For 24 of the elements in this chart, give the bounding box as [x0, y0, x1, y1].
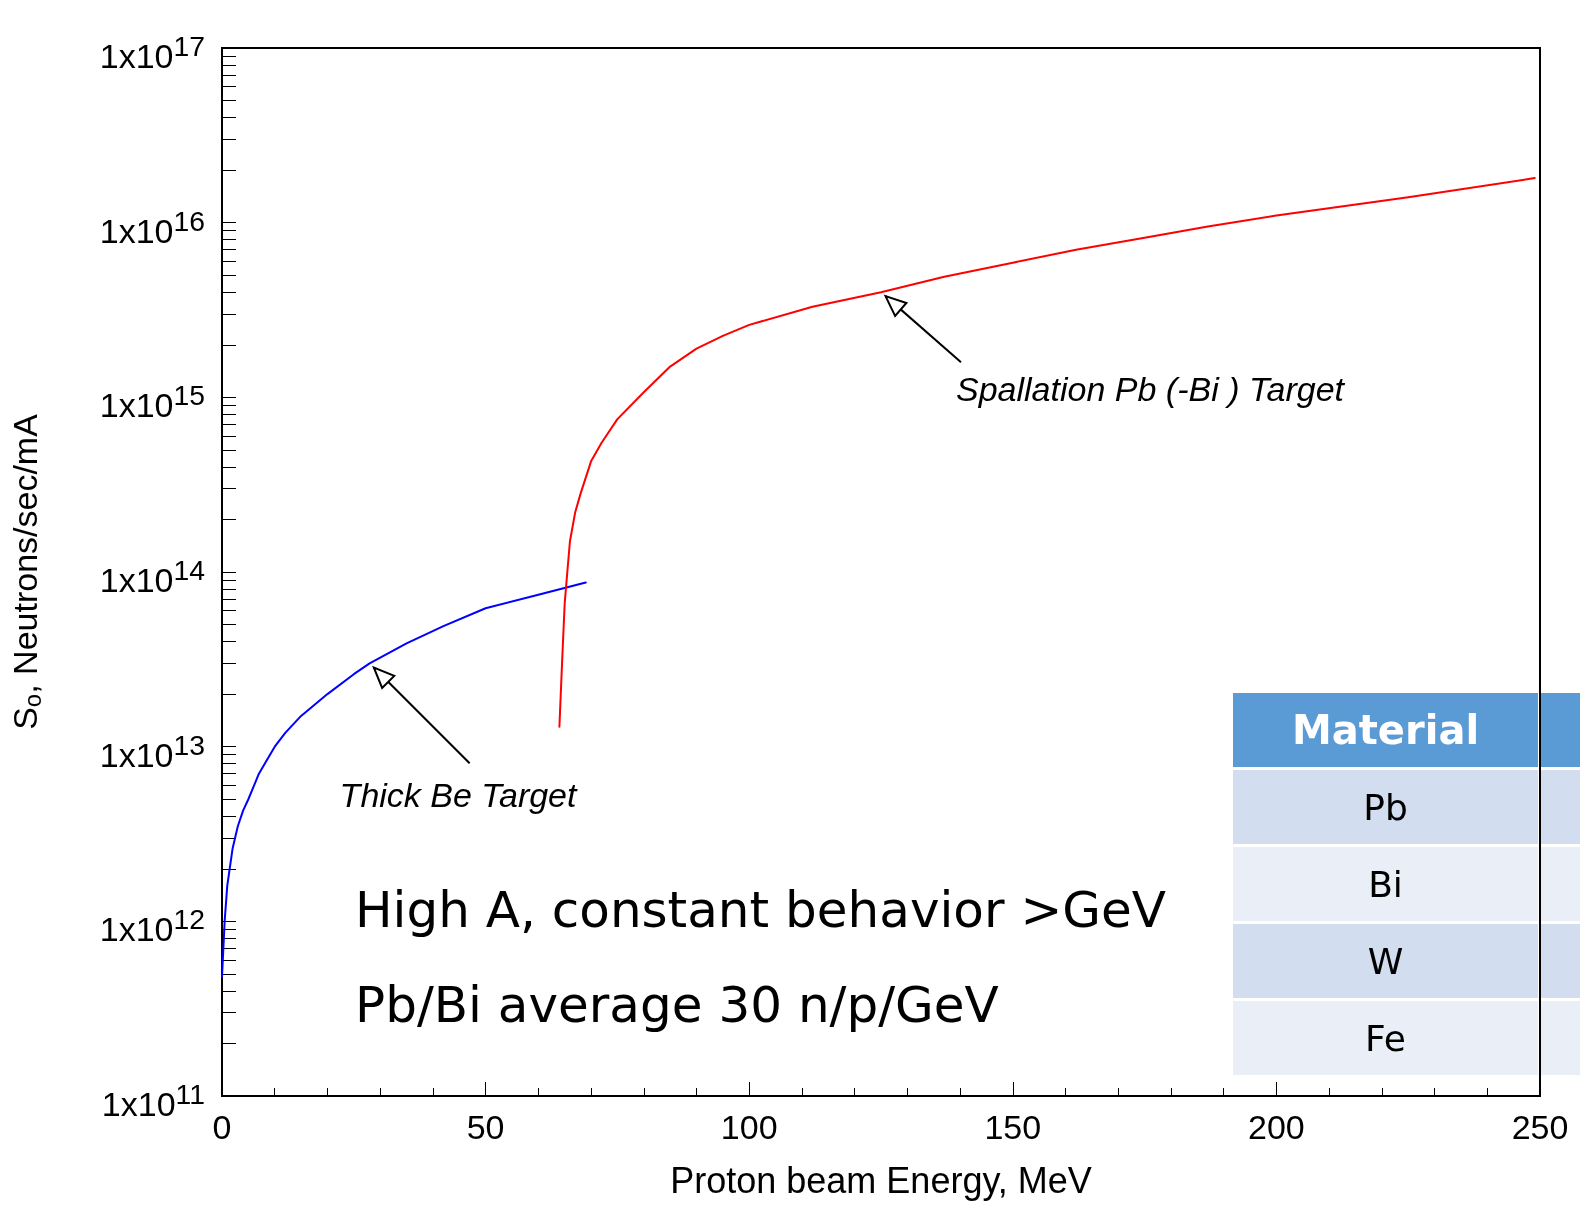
y-tick-label: 1x10$^{11}$ — [100, 1077, 205, 1125]
x-tick-label: 0 — [212, 1108, 232, 1146]
y-tick-label: 1x10$^{15}$ — [99, 379, 205, 425]
y-tick-label: 1x10$^{14}$ — [99, 554, 205, 600]
x-tick-label: 250 — [1511, 1108, 1569, 1146]
annotation: High A, constant behavior >GeV — [355, 881, 1167, 939]
annotation: Pb/Bi average 30 n/p/GeV — [355, 976, 999, 1034]
table-cell: Material — [1233, 693, 1538, 767]
x-tick-label: 150 — [984, 1108, 1042, 1146]
annotation: Thick Be Target — [339, 776, 579, 815]
x-tick-label: 200 — [1248, 1108, 1305, 1146]
table-cell: Fe — [1233, 1001, 1538, 1075]
x-axis-title: Proton beam Energy, MeV — [670, 1159, 1092, 1201]
y-tick-label: 1x10$^{16}$ — [98, 203, 205, 251]
y-tick-label: 1x10$^{12}$ — [98, 902, 205, 950]
table-cell: W — [1233, 924, 1538, 998]
table-cell: Pb — [1233, 770, 1538, 844]
x-tick-label: 50 — [466, 1108, 505, 1146]
y-tick-label: 1x10$^{17}$ — [98, 29, 205, 77]
y-tick-label: 1x10$^{13}$ — [99, 728, 205, 774]
x-tick-label: 100 — [720, 1108, 778, 1146]
y-axis-title: So, Neutrons/sec/mA — [6, 413, 46, 730]
annotation: Spallation Pb (-Bi ) Target — [956, 370, 1346, 409]
table-cell: Bi — [1233, 847, 1538, 921]
